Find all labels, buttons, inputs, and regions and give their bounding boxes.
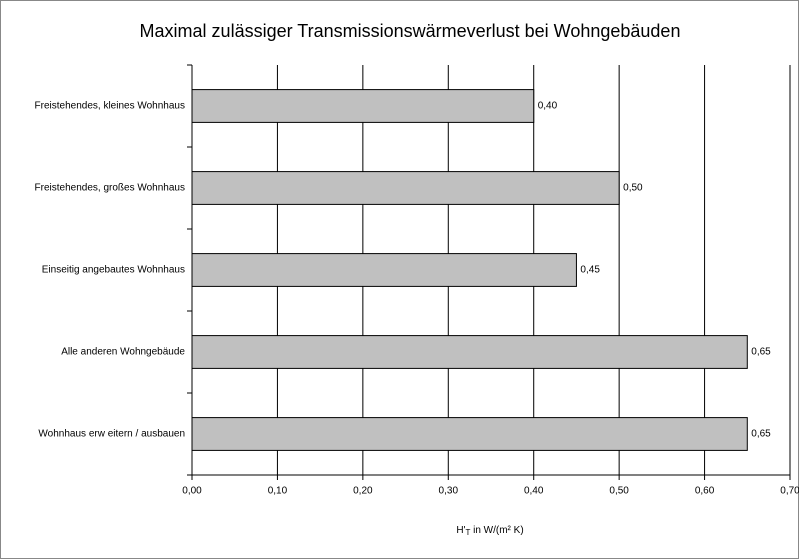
value-label: 0,50 [623,183,643,194]
x-tick-label: 0,60 [695,486,715,497]
bar [191,417,748,451]
x-tick-label: 0,40 [524,486,544,497]
bar [191,171,620,205]
chart-title: Maximal zulässiger Transmissionswärmever… [140,21,681,41]
y-tick-label: Alle anderen Wohngebäude [61,347,185,358]
bar [191,253,577,287]
bar [191,89,535,123]
x-tick-label: 0,20 [353,486,373,497]
x-axis-label-sub: T [465,528,470,537]
value-label: 0,40 [538,101,558,112]
value-label: 0,45 [580,265,600,276]
value-label: 0,65 [751,347,771,358]
y-tick-label: Freistehendes, kleines Wohnhaus [35,101,185,112]
x-tick-label: 0,50 [609,486,629,497]
y-tick-label: Einseitig angebautes Wohnhaus [42,265,185,276]
x-tick-label: 0,10 [268,486,288,497]
x-tick-label: 0,00 [182,486,202,497]
y-tick-label: Wohnhaus erw eitern / ausbauen [38,429,185,440]
x-tick-label: 0,70 [780,486,799,497]
x-axis-label: H'T in W/(m² K) [456,525,523,537]
bar [191,335,748,369]
value-label: 0,65 [751,429,771,440]
x-tick-label: 0,30 [439,486,459,497]
x-axis-label-part: H' [456,525,465,536]
x-axis-label-part: in W/(m² K) [470,525,523,536]
y-tick-label: Freistehendes, großes Wohnhaus [35,183,185,194]
